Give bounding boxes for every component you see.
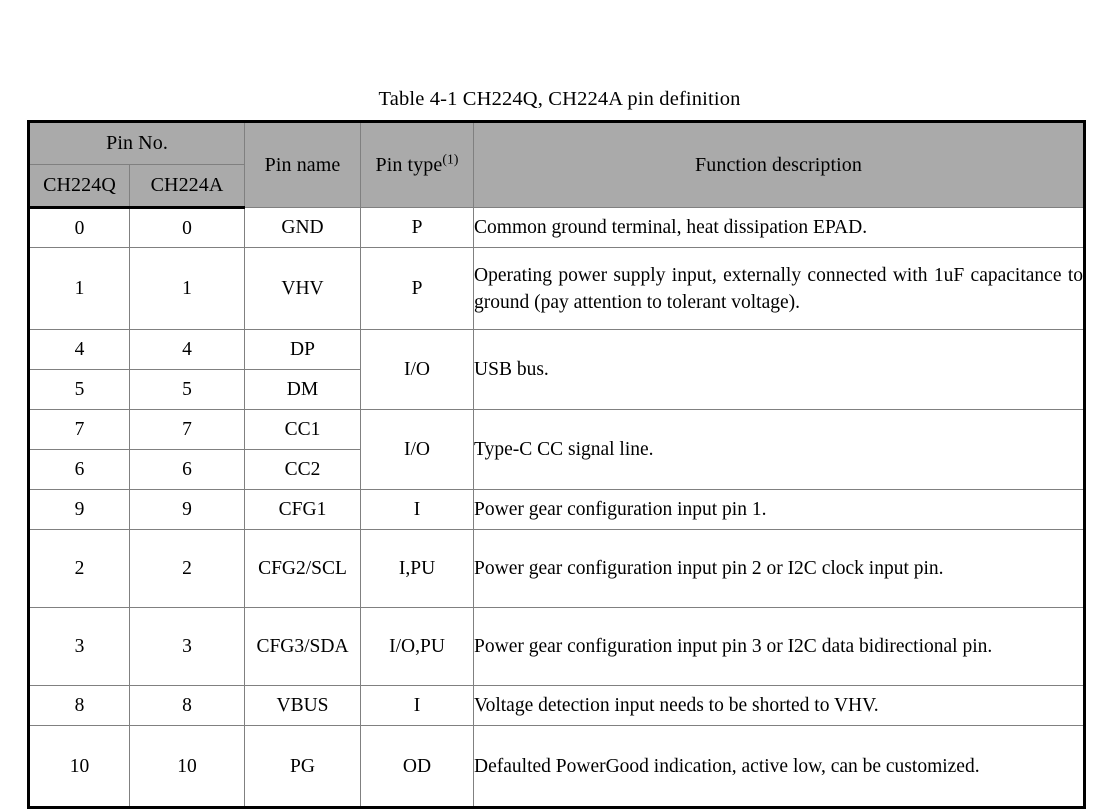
cell-description: Operating power supply input, externally…	[473, 247, 1086, 330]
table-header-row-1: Pin No. Pin name Pin type(1) Function de…	[27, 121, 1086, 208]
cell-pin-type: I/O	[360, 409, 475, 490]
cell-ch224a: 4	[128, 329, 246, 370]
header-pin-name: Pin name	[244, 121, 362, 208]
header-pin-type-label: Pin type	[375, 153, 443, 176]
cell-description: Power gear configuration input pin 1.	[473, 489, 1086, 530]
table-header-row-2: CH224Q CH224A	[28, 164, 1085, 209]
cell-ch224a: 1	[128, 247, 246, 330]
cell-description: Type-C CC signal line.	[473, 409, 1086, 490]
table-caption: Table 4-1 CH224Q, CH224A pin definition	[378, 88, 741, 110]
cell-pin-name: CC1	[244, 409, 362, 450]
cell-ch224q: 4	[28, 329, 130, 370]
cell-pin-type: P	[360, 207, 475, 248]
cell-ch224a: 3	[128, 607, 246, 686]
cell-pin-type: OD	[360, 725, 475, 808]
cell-ch224q: 5	[28, 369, 130, 410]
table-header: Pin No. Pin name Pin type(1) Function de…	[27, 121, 1086, 209]
cell-pin-name: DP	[244, 329, 362, 370]
table-row: 4 4 DP I/O USB bus.	[28, 329, 1086, 410]
table-row: 10 10 PG OD Defaulted PowerGood indicati…	[28, 725, 1086, 808]
cell-description: Defaulted PowerGood indication, active l…	[473, 725, 1086, 808]
table-row: 8 8 VBUS I Voltage detection input needs…	[28, 685, 1086, 726]
cell-pin-name: CFG1	[244, 489, 362, 530]
cell-pin-name: CFG3/SDA	[244, 607, 362, 686]
cell-ch224a: 6	[128, 449, 246, 490]
pin-definition-table: Pin No. Pin name Pin type(1) Function de…	[27, 120, 1087, 809]
cell-description: Power gear configuration input pin 3 or …	[473, 607, 1086, 686]
cell-pin-name: CC2	[244, 449, 362, 490]
cell-description: Power gear configuration input pin 2 or …	[473, 529, 1086, 608]
header-ch224a: CH224A	[128, 164, 246, 209]
header-function-description: Function description	[473, 121, 1086, 208]
cell-ch224a: 5	[128, 369, 246, 410]
cell-ch224q: 9	[28, 489, 130, 530]
cell-description: USB bus.	[473, 329, 1086, 410]
table-row: 0 0 GND P Common ground terminal, heat d…	[28, 207, 1086, 248]
cell-pin-name: DM	[244, 369, 362, 410]
cell-pin-type: I/O,PU	[360, 607, 475, 686]
header-ch224q: CH224Q	[28, 164, 130, 209]
cell-ch224a: 9	[128, 489, 246, 530]
cell-pin-name: PG	[244, 725, 362, 808]
cell-pin-type: I,PU	[360, 529, 475, 608]
cell-ch224q: 10	[28, 725, 130, 808]
cell-ch224a: 0	[128, 207, 246, 248]
cell-pin-name: CFG2/SCL	[244, 529, 362, 608]
cell-ch224q: 7	[28, 409, 130, 450]
cell-ch224q: 1	[28, 247, 130, 330]
cell-pin-name: VBUS	[244, 685, 362, 726]
cell-pin-name: VHV	[244, 247, 362, 330]
table-row: 3 3 CFG3/SDA I/O,PU Power gear configura…	[28, 607, 1086, 686]
cell-ch224a: 8	[128, 685, 246, 726]
cell-pin-type: I/O	[360, 329, 475, 410]
table-row: 7 7 CC1 I/O Type-C CC signal line.	[28, 409, 1086, 490]
cell-pin-type: I	[360, 685, 475, 726]
header-pin-type: Pin type(1)	[360, 121, 475, 208]
cell-ch224q: 8	[28, 685, 130, 726]
cell-description: Common ground terminal, heat dissipation…	[473, 207, 1086, 248]
header-pin-no-group: Pin No.	[27, 121, 246, 165]
cell-pin-type: P	[360, 247, 475, 330]
table-row: 9 9 CFG1 I Power gear configuration inpu…	[28, 489, 1086, 530]
cell-ch224q: 2	[28, 529, 130, 608]
cell-ch224q: 6	[28, 449, 130, 490]
table-row: 5 5 DM	[28, 369, 1085, 410]
cell-description: Voltage detection input needs to be shor…	[473, 685, 1086, 726]
cell-pin-name: GND	[244, 207, 362, 248]
cell-ch224q: 3	[28, 607, 130, 686]
table-row: 2 2 CFG2/SCL I,PU Power gear configurati…	[28, 529, 1086, 608]
table-body: 0 0 GND P Common ground terminal, heat d…	[28, 207, 1086, 808]
cell-ch224a: 2	[128, 529, 246, 608]
cell-ch224a: 7	[128, 409, 246, 450]
table-row: 1 1 VHV P Operating power supply input, …	[28, 247, 1086, 330]
cell-pin-type: I	[360, 489, 475, 530]
cell-ch224a: 10	[128, 725, 246, 808]
header-pin-type-footnote-marker: (1)	[442, 150, 459, 166]
cell-ch224q: 0	[28, 207, 130, 248]
